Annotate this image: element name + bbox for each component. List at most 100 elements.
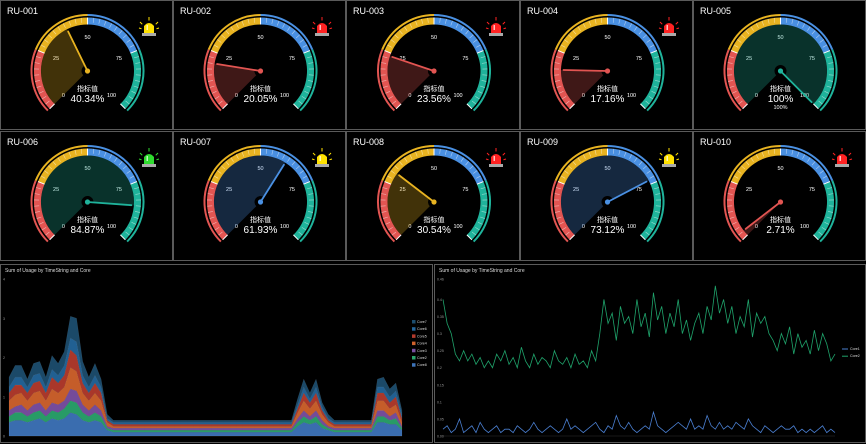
- legend-label: Core8: [417, 363, 427, 367]
- chart-plot: 0.000.050.10.150.20.250.30.350.40.46Core…: [435, 265, 866, 444]
- alarm-light-icon: [486, 148, 506, 167]
- gauge-label: 指标值: [424, 84, 445, 93]
- gauge-tick-label: 50: [431, 35, 437, 41]
- gauge-tick-label: 25: [746, 187, 752, 193]
- legend-label: Core7: [417, 320, 427, 324]
- y-tick-label: 0: [3, 435, 5, 439]
- gauge-label: 指标值: [424, 215, 445, 224]
- y-tick-label: 0.3: [437, 332, 442, 336]
- y-tick-label: 3: [3, 317, 5, 321]
- gauge-tick-label: 75: [289, 56, 295, 62]
- legend-item[interactable]: Core2: [842, 354, 860, 358]
- gauge-label: 指标值: [597, 84, 618, 93]
- gauge-label: 指标值: [77, 215, 98, 224]
- gauge-value: 20.05%: [244, 94, 278, 105]
- legend-item[interactable]: Core5: [412, 334, 427, 338]
- gauge-tick-label: 50: [84, 35, 90, 41]
- gauge-value: 61.93%: [244, 225, 278, 236]
- legend-item[interactable]: Core8: [412, 363, 427, 367]
- gauge-value: 73.12%: [591, 225, 625, 236]
- gauge-tick-label: 100: [280, 224, 289, 230]
- gauge-tick-label: 100: [627, 224, 636, 230]
- gauge-panel-ru-005[interactable]: RU-0050255075100指标值100%100%: [693, 0, 866, 130]
- gauge-tick-label: 50: [257, 35, 263, 41]
- gauge-tick-label: 25: [573, 56, 579, 62]
- gauge-sub-value: 100%: [773, 105, 787, 111]
- gauge-tick-label: 50: [604, 35, 610, 41]
- gauge-tick-label: 100: [107, 93, 116, 99]
- legend-item[interactable]: Core4: [412, 342, 427, 346]
- alarm-light-icon: [139, 17, 159, 36]
- legend-label: Core4: [417, 342, 427, 346]
- y-tick-label: 0.15: [437, 383, 444, 387]
- gauge-label: 指标值: [770, 215, 791, 224]
- gauge-value: 2.71%: [766, 225, 794, 236]
- y-tick-label: 4: [3, 278, 5, 282]
- legend-label: Core2: [417, 356, 427, 360]
- y-tick-label: 0.2: [437, 366, 442, 370]
- gauge-band: [643, 183, 658, 237]
- gauge-value: 40.34%: [71, 94, 105, 105]
- legend-label: Core2: [850, 354, 860, 358]
- legend-item[interactable]: Core6: [412, 327, 427, 331]
- gauge-needle-hub: [605, 199, 610, 204]
- alarm-light-icon: [659, 17, 679, 36]
- gauge-band: [731, 183, 746, 237]
- gauge-label: 指标值: [597, 215, 618, 224]
- alarm-light-icon: [486, 17, 506, 36]
- gauge-tick-label: 75: [636, 56, 642, 62]
- legend-label: Core5: [417, 334, 427, 338]
- alarm-light-icon: [312, 148, 332, 167]
- gauge-value: 84.87%: [71, 225, 105, 236]
- y-tick-label: 2: [3, 356, 5, 360]
- legend-item[interactable]: Core3: [412, 349, 427, 353]
- y-tick-label: 0.4: [437, 298, 442, 302]
- line-series-core2: [443, 286, 835, 368]
- alarm-light-icon: [659, 148, 679, 167]
- alarm-light-icon: [832, 148, 852, 167]
- gauge-tick-label: 25: [226, 56, 232, 62]
- legend-label: Core1: [850, 347, 860, 351]
- legend-item[interactable]: Core7: [412, 320, 427, 324]
- gauge-label: 指标值: [77, 84, 98, 93]
- alarm-light-icon: [312, 17, 332, 36]
- gauge-tick-label: 100: [107, 224, 116, 230]
- legend-item[interactable]: Core1: [842, 347, 860, 351]
- y-tick-label: 0.35: [437, 315, 444, 319]
- gauge-tick-label: 75: [809, 187, 815, 193]
- gauge-band: [296, 52, 311, 106]
- gauge-band: [643, 52, 658, 106]
- gauge-tick-label: 75: [462, 56, 468, 62]
- alarm-light-icon: [139, 148, 159, 167]
- gauge-needle: [564, 70, 608, 71]
- y-tick-label: 0.1: [437, 400, 442, 404]
- gauge-tick-label: 50: [777, 166, 783, 172]
- gauge-value: 100%: [768, 94, 794, 105]
- gauge-band: [816, 183, 831, 237]
- legend-item[interactable]: Core2: [412, 356, 427, 360]
- gauge-tick-label: 100: [453, 224, 462, 230]
- gauge-band: [296, 183, 311, 237]
- gauge-needle-hub: [431, 68, 436, 73]
- gauge-band: [469, 52, 484, 106]
- gauge-tick-label: 75: [289, 187, 295, 193]
- gauge-needle-hub: [85, 199, 90, 204]
- gauge-label: 指标值: [250, 84, 271, 93]
